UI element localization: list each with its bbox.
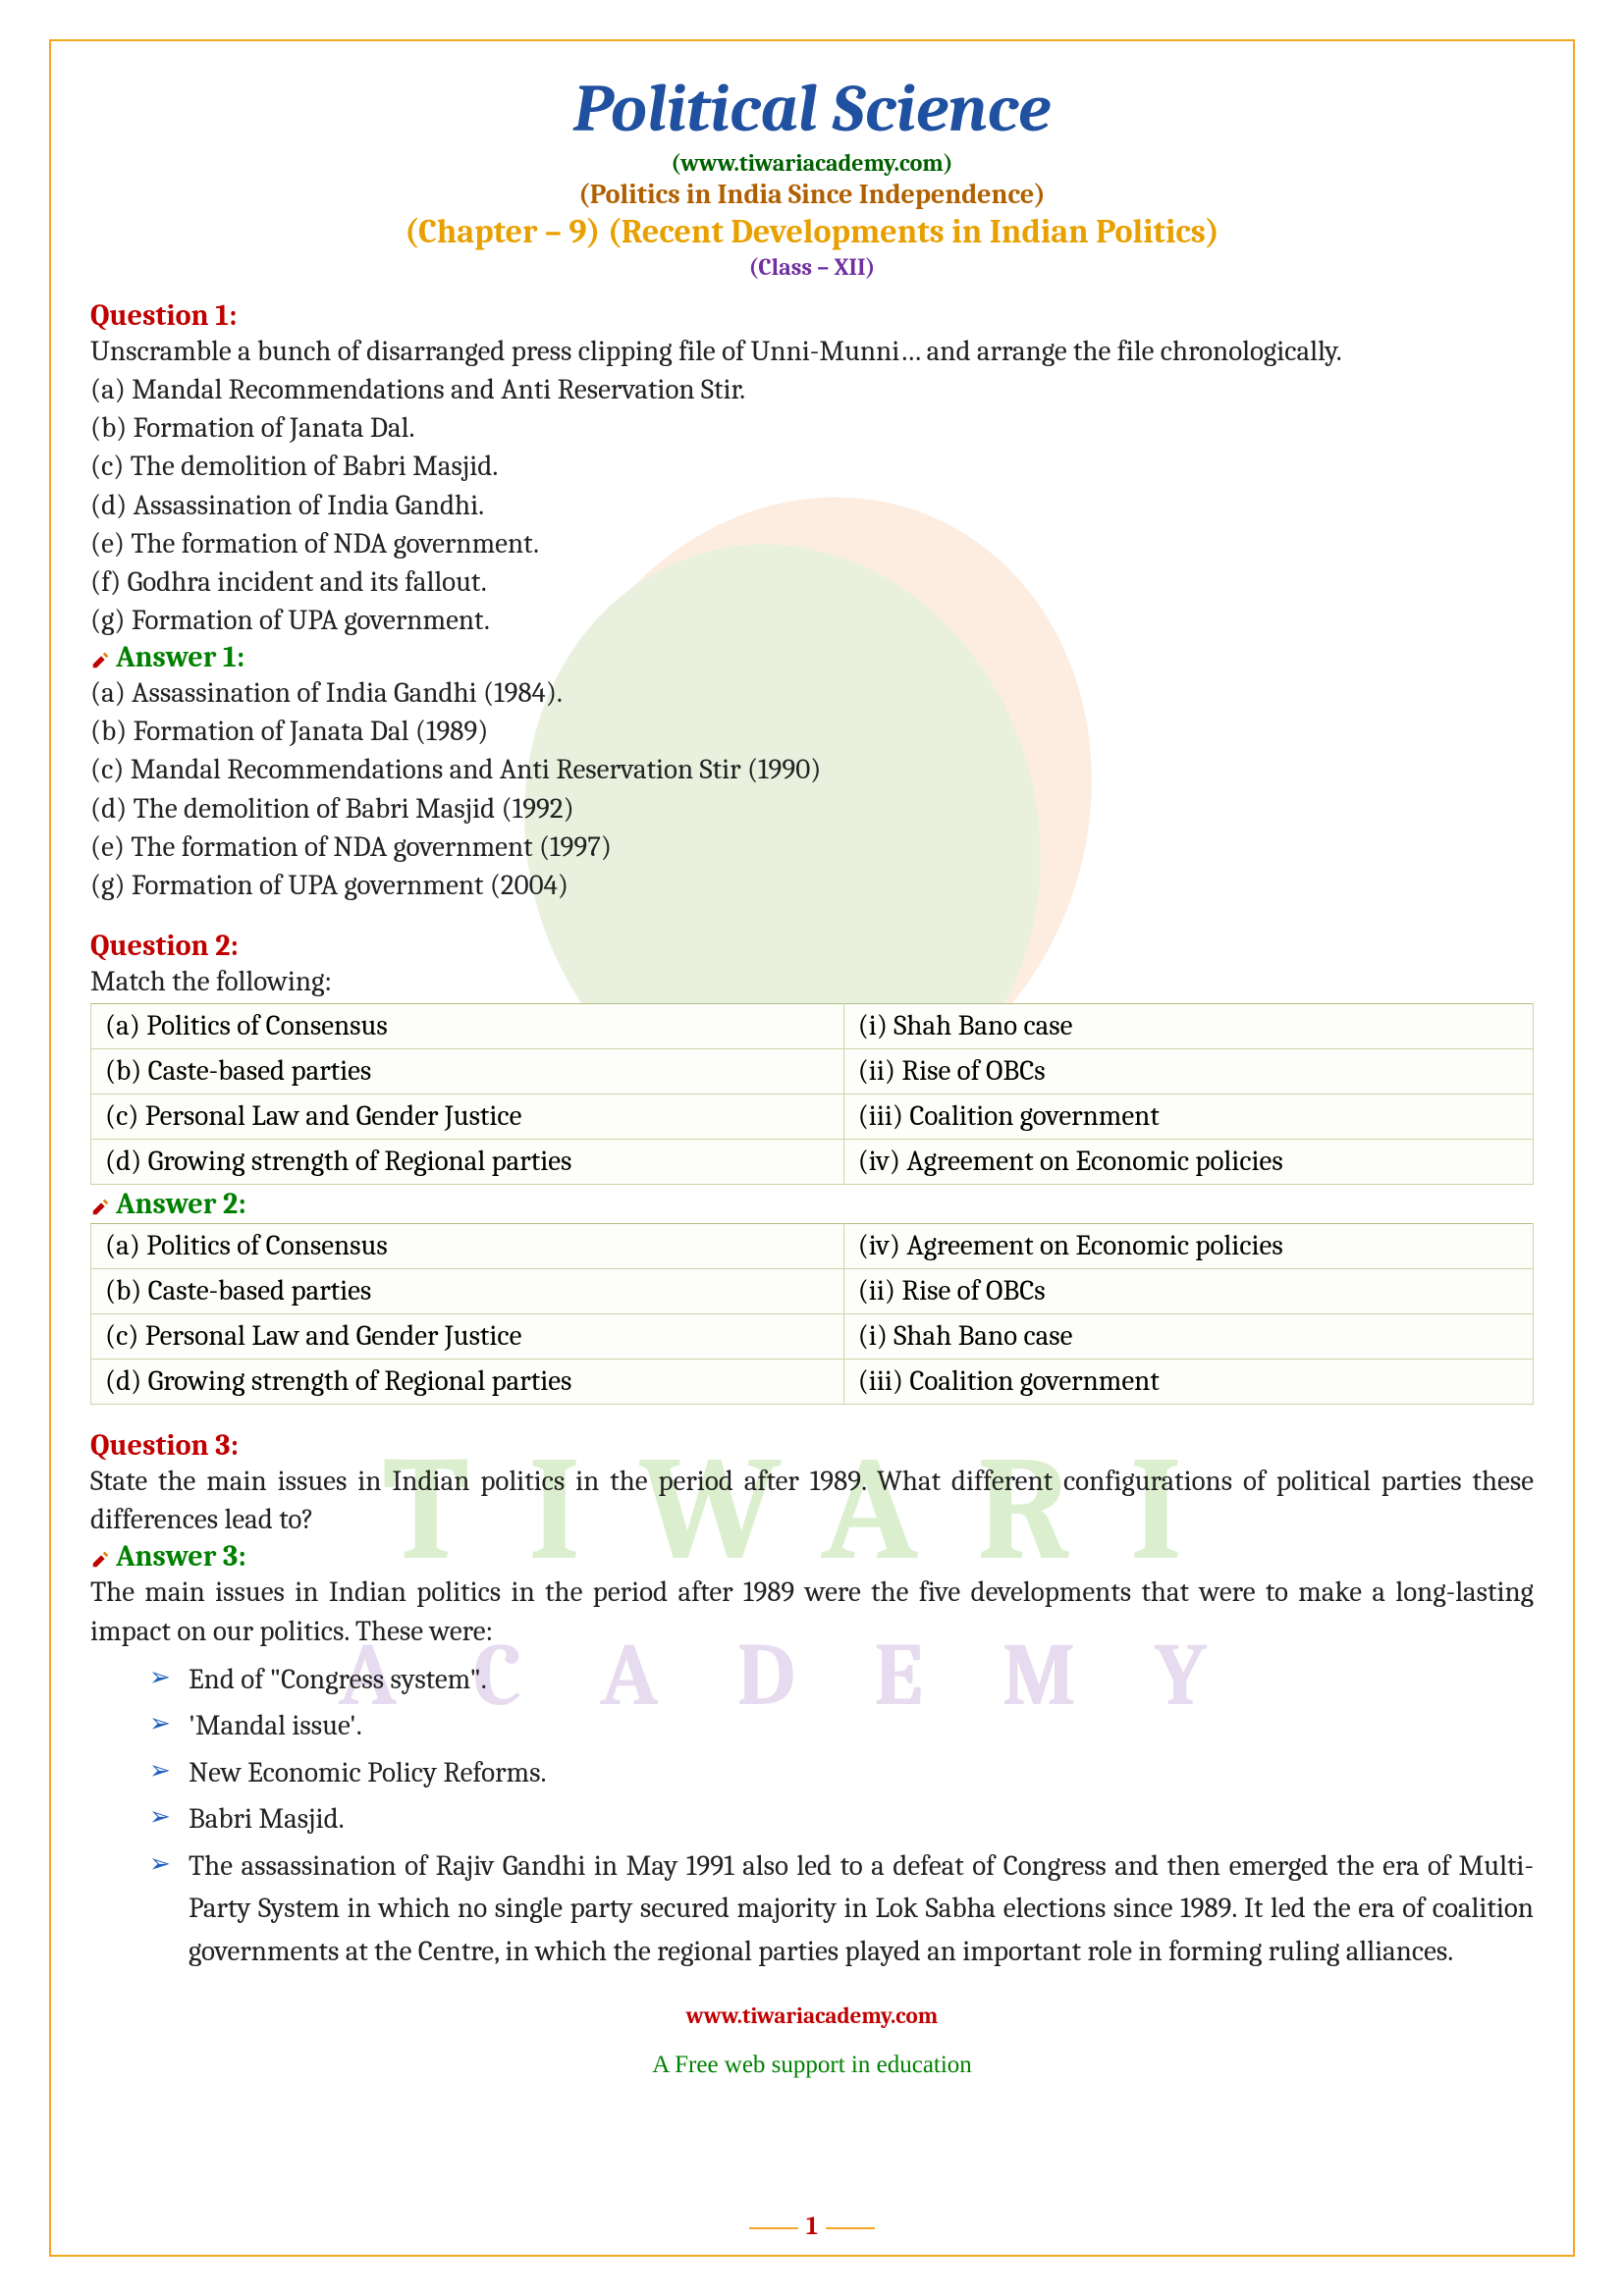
a1-item: (d) The demolition of Babri Masjid (1992…	[90, 790, 1534, 828]
question-2-text: Match the following:	[90, 963, 1534, 1001]
q1-item: (f) Godhra incident and its fallout.	[90, 563, 1534, 602]
q1-item: (c) The demolition of Babri Masjid.	[90, 448, 1534, 486]
q1-item: (d) Assassination of India Gandhi.	[90, 487, 1534, 525]
answer-3-bullets: End of "Congress system". 'Mandal issue'…	[149, 1659, 1534, 1974]
header-class: (Class – XII)	[90, 253, 1534, 281]
answer-2-label: Answer 2:	[90, 1187, 1534, 1221]
question-3-label: Question 3:	[90, 1428, 1534, 1463]
table-row: (d) Growing strength of Regional parties…	[91, 1140, 1534, 1185]
footer-website: www.tiwariacademy.com	[90, 2002, 1534, 2029]
q1-item: (e) The formation of NDA government.	[90, 525, 1534, 563]
answer-1-label: Answer 1:	[90, 640, 1534, 674]
table-row: (b) Caste-based parties(ii) Rise of OBCs	[91, 1049, 1534, 1095]
table-row: (c) Personal Law and Gender Justice(i) S…	[91, 1314, 1534, 1360]
match-table-question: (a) Politics of Consensus(i) Shah Bano c…	[90, 1003, 1534, 1185]
answer-3-label: Answer 3:	[90, 1539, 1534, 1574]
q1-item: (g) Formation of UPA government.	[90, 602, 1534, 640]
table-row: (a) Politics of Consensus(i) Shah Bano c…	[91, 1004, 1534, 1049]
pen-icon	[90, 649, 112, 670]
q1-item: (b) Formation of Janata Dal.	[90, 409, 1534, 448]
table-row: (c) Personal Law and Gender Justice(iii)…	[91, 1095, 1534, 1140]
list-item: 'Mandal issue'.	[149, 1705, 1534, 1748]
match-table-answer: (a) Politics of Consensus(iv) Agreement …	[90, 1223, 1534, 1405]
a1-item: (a) Assassination of India Gandhi (1984)…	[90, 674, 1534, 713]
answer-3-intro: The main issues in Indian politics in th…	[90, 1574, 1534, 1650]
question-1-label: Question 1:	[90, 298, 1534, 333]
pen-icon	[90, 1548, 112, 1570]
header-subtitle: (Politics in India Since Independence)	[90, 179, 1534, 210]
page-title: Political Science	[90, 71, 1534, 147]
a1-item: (b) Formation of Janata Dal (1989)	[90, 713, 1534, 751]
table-row: (d) Growing strength of Regional parties…	[91, 1360, 1534, 1405]
a1-item: (g) Formation of UPA government (2004)	[90, 867, 1534, 905]
list-item: New Economic Policy Reforms.	[149, 1752, 1534, 1795]
q1-item: (a) Mandal Recommendations and Anti Rese…	[90, 371, 1534, 409]
page-number: 1	[51, 2212, 1573, 2241]
list-item: The assassination of Rajiv Gandhi in May…	[149, 1845, 1534, 1974]
list-item: End of "Congress system".	[149, 1659, 1534, 1702]
header-chapter: (Chapter – 9) (Recent Developments in In…	[90, 212, 1534, 251]
question-3-text: State the main issues in Indian politics…	[90, 1463, 1534, 1539]
table-row: (b) Caste-based parties(ii) Rise of OBCs	[91, 1269, 1534, 1314]
question-1-text: Unscramble a bunch of disarranged press …	[90, 333, 1534, 371]
table-row: (a) Politics of Consensus(iv) Agreement …	[91, 1224, 1534, 1269]
footer-tagline: A Free web support in education	[90, 2052, 1534, 2079]
pen-icon	[90, 1196, 112, 1217]
a1-item: (e) The formation of NDA government (199…	[90, 828, 1534, 867]
list-item: Babri Masjid.	[149, 1798, 1534, 1842]
header-website: (www.tiwariacademy.com)	[90, 149, 1534, 177]
a1-item: (c) Mandal Recommendations and Anti Rese…	[90, 751, 1534, 789]
question-2-label: Question 2:	[90, 929, 1534, 963]
